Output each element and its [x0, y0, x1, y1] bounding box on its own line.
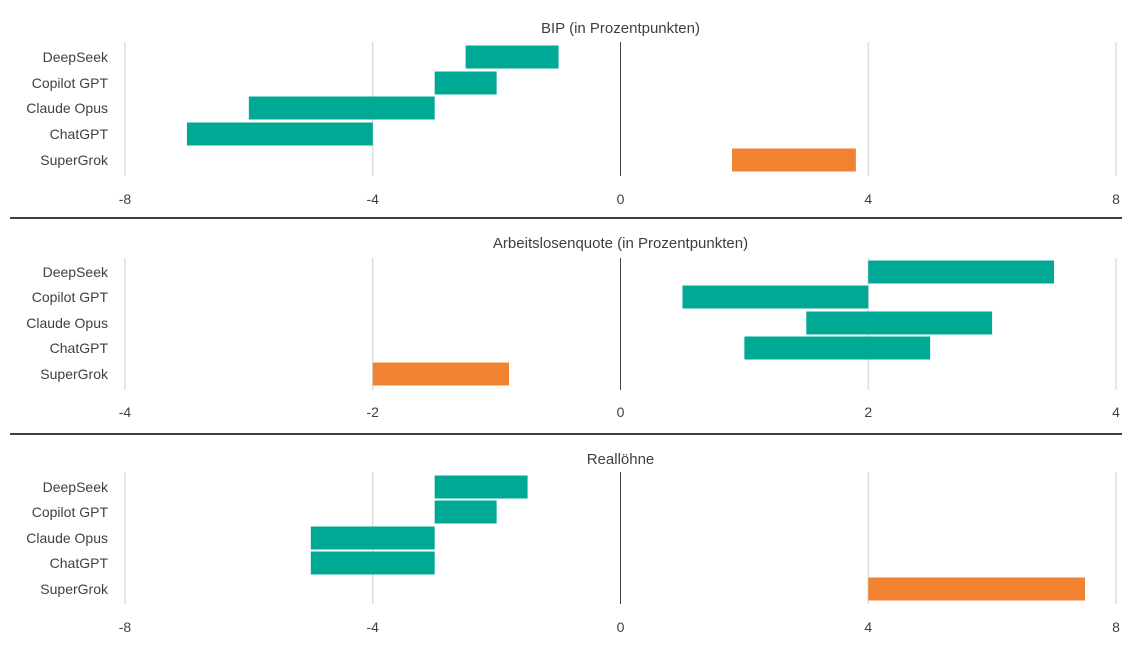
chart-1-title: BIP (in Prozentpunkten) [541, 20, 700, 37]
chart-3-category-label-4: SuperGrok [40, 581, 109, 597]
chart-3-category-label-1: Copilot GPT [32, 504, 109, 520]
chart-2-category-label-0: DeepSeek [43, 264, 109, 280]
chart-3-bar-chatgpt [310, 551, 435, 575]
chart-3-category-label-0: DeepSeek [43, 479, 109, 495]
chart-1-tick-label-4: 8 [1112, 191, 1120, 207]
chart-1-tick-label-1: -4 [367, 191, 380, 207]
chart-3-category-label-3: ChatGPT [50, 555, 109, 571]
chart-1-bar-deepseek [465, 45, 559, 69]
chart-1-bar-chatgpt [186, 122, 373, 146]
chart-3-tick-label-3: 4 [864, 619, 872, 635]
chart-1-bar-claude-opus [248, 96, 435, 120]
chart-2-tick-label-3: 2 [864, 404, 872, 420]
chart-2-tick-label-0: -4 [119, 404, 132, 420]
chart-2-bar-claude-opus [806, 311, 993, 335]
chart-2-tick-label-1: -2 [367, 404, 380, 420]
chart-1-bar-supergrok [731, 148, 856, 172]
chart-3-title: Reallöhne [587, 451, 655, 468]
chart-3-bar-claude-opus [310, 526, 435, 550]
chart-2-bar-deepseek [868, 260, 1055, 284]
chart-1-tick-label-3: 4 [864, 191, 872, 207]
chart-3-tick-label-2: 0 [617, 619, 625, 635]
chart-1-category-label-1: Copilot GPT [32, 75, 109, 91]
chart-3-bar-copilot-gpt [434, 500, 497, 524]
chart-3-tick-label-0: -8 [119, 619, 132, 635]
chart-1-category-label-0: DeepSeek [43, 49, 109, 65]
chart-1-category-label-2: Claude Opus [26, 100, 108, 116]
chart-2-bar-copilot-gpt [682, 285, 869, 309]
chart-2-tick-label-2: 0 [617, 404, 625, 420]
chart-1-tick-label-2: 0 [617, 191, 625, 207]
chart-3-category-label-2: Claude Opus [26, 530, 108, 546]
chart-1-bar-copilot-gpt [434, 71, 497, 95]
chart-2-tick-label-4: 4 [1112, 404, 1120, 420]
chart-3-tick-label-1: -4 [367, 619, 380, 635]
chart-1-tick-label-0: -8 [119, 191, 132, 207]
chart-2-bar-supergrok [372, 362, 510, 386]
chart-1-category-label-3: ChatGPT [50, 126, 109, 142]
chart-3-bar-deepseek [434, 475, 528, 499]
chart-2-category-label-4: SuperGrok [40, 366, 109, 382]
chart-3-bar-supergrok [868, 577, 1086, 601]
chart-2-category-label-2: Claude Opus [26, 315, 108, 331]
chart-2-title: Arbeitslosenquote (in Prozentpunkten) [493, 235, 748, 252]
chart-2-category-label-3: ChatGPT [50, 340, 109, 356]
chart-1-category-label-4: SuperGrok [40, 152, 109, 168]
chart-3-tick-label-4: 8 [1112, 619, 1120, 635]
chart-2-category-label-1: Copilot GPT [32, 289, 109, 305]
chart-2-bar-chatgpt [744, 336, 931, 360]
